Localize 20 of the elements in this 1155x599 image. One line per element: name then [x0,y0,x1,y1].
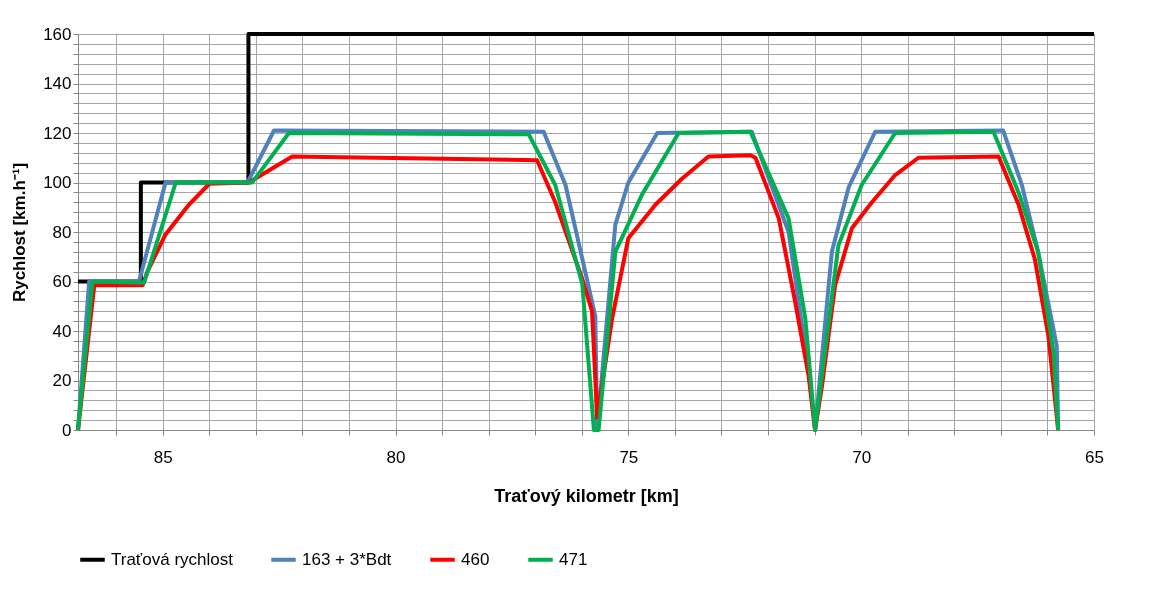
legend-label: 471 [559,549,588,569]
x-tick-label: 80 [386,447,406,467]
y-tick-label: 0 [62,420,72,440]
x-axis-title: Traťový kilometr [km] [494,485,679,506]
x-tick-label: 75 [619,447,639,467]
legend-label: 163 + 3*Bdt [302,549,392,569]
legend-label: Traťová rychlost [111,549,234,569]
x-tick-label: 85 [153,447,173,467]
y-tick-label: 20 [52,371,72,390]
y-tick-label: 120 [43,123,72,143]
legend-label: 460 [461,549,490,569]
y-tick-label: 60 [52,272,72,291]
y-tick-label: 140 [43,74,72,93]
y-tick-label: 40 [52,321,72,341]
x-tick-label: 70 [852,447,872,467]
y-tick-label: 160 [43,24,72,44]
y-axis-title: Rychlost [km.h⁻¹] [10,162,30,303]
x-tick-label: 65 [1085,447,1104,467]
y-tick-label: 100 [43,173,72,192]
y-tick-label: 80 [52,222,72,242]
